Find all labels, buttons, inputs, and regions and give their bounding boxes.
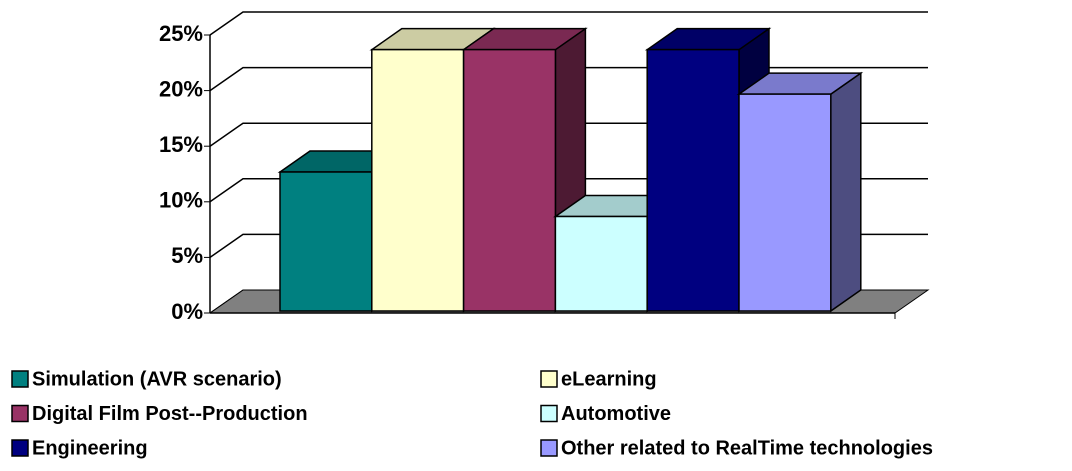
legend-swatch: [11, 370, 29, 388]
legend-swatch: [11, 404, 29, 423]
y-tick-label: 15%: [159, 132, 203, 157]
y-tick-label: 10%: [159, 188, 203, 213]
legend-swatch: [540, 370, 558, 388]
grid-line: [209, 11, 928, 36]
y-tick-label: 25%: [159, 21, 203, 46]
legend-swatch: [540, 439, 558, 457]
legend-swatch: [540, 404, 558, 423]
y-axis-back: [209, 289, 244, 314]
bar-front: [279, 171, 373, 312]
legend-swatch: [11, 439, 29, 457]
bar-front: [462, 48, 557, 312]
bar-front: [554, 215, 648, 312]
legend-label: eLearning: [561, 368, 657, 390]
bar: [736, 71, 864, 313]
bar-front: [371, 48, 465, 312]
y-tick-label: 20%: [159, 76, 203, 101]
legend-label: Automotive: [561, 403, 671, 425]
legend-label: Other related to RealTime technologies: [561, 437, 933, 459]
bar-front: [738, 93, 832, 312]
bar-front: [646, 48, 740, 312]
y-tick-label: 5%: [171, 243, 203, 268]
y-tick-label: 0%: [171, 299, 203, 324]
legend-label: Digital Film Post--Production: [32, 403, 308, 425]
legend-label: Engineering: [32, 437, 148, 459]
bar-side: [830, 71, 862, 313]
legend-label: Simulation (AVR scenario): [32, 368, 282, 390]
